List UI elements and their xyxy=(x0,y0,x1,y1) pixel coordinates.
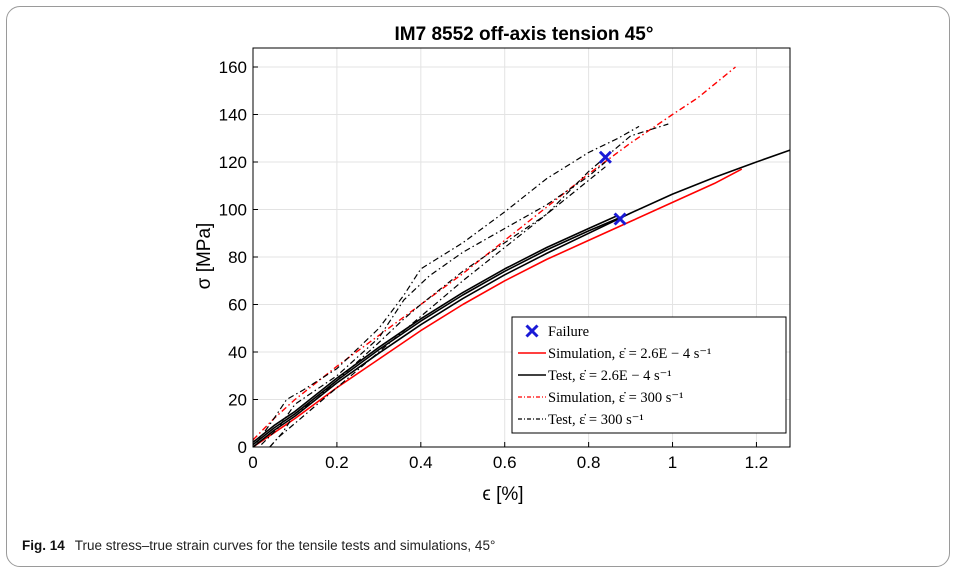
legend-marker-failure xyxy=(525,324,539,338)
legend: Failure Simulation, ε̇ = 2.6E − 4 s⁻¹ Test… xyxy=(511,316,787,434)
series-layer xyxy=(252,66,791,448)
y-tick-label: 80 xyxy=(228,248,247,267)
chart: IM7 8552 off-axis tension 45° 0 0.2 0.4 0.6… xyxy=(194,24,791,505)
y-tick-label: 160 xyxy=(219,58,247,77)
series-line-8 xyxy=(269,166,606,448)
series-line-4 xyxy=(252,66,736,441)
x-axis-label: ϵ [%] xyxy=(482,484,523,505)
chart-title: IM7 8552 off-axis tension 45° xyxy=(395,24,654,45)
series-line-3 xyxy=(252,214,619,443)
x-tick-label: 0.2 xyxy=(325,453,349,472)
legend-entry-0: Failure xyxy=(548,324,589,340)
legend-entry-1: Simulation, ε̇ = 2.6E − 4 s⁻¹ xyxy=(548,346,711,362)
x-tick-label: 0 xyxy=(248,453,257,472)
failure-marker xyxy=(598,150,612,164)
series-line-6 xyxy=(260,161,606,446)
legend-entry-2: Test, ε̇ = 2.6E − 4 s⁻¹ xyxy=(548,368,672,384)
y-tick-label: 20 xyxy=(228,391,247,410)
series-line-1 xyxy=(252,149,791,448)
legend-box xyxy=(511,316,787,434)
legend-entry-4: Test, ε̇ = 300 s⁻¹ xyxy=(548,412,644,428)
x-tick-label: 1 xyxy=(668,453,677,472)
y-tick-label: 0 xyxy=(238,438,247,457)
failure-markers xyxy=(598,150,627,226)
x-tick-label: 0.6 xyxy=(493,453,517,472)
figure-caption: Fig. 14 True stress–true strain curves fo… xyxy=(22,538,495,553)
y-tick-label: 120 xyxy=(219,153,247,172)
y-tick-label: 40 xyxy=(228,343,247,362)
plot-frame xyxy=(252,47,791,448)
y-tick-label: 60 xyxy=(228,296,247,315)
x-tick-label: 0.4 xyxy=(409,453,433,472)
series-line-7 xyxy=(269,123,669,448)
failure-marker xyxy=(613,212,627,226)
series-line-5 xyxy=(256,125,640,443)
y-tick-label: 140 xyxy=(219,106,247,125)
axis-ticks: 0 0.2 0.4 0.6 0.8 1 1.2 0 20 40 60 80 100 120 140 160 xyxy=(219,58,769,472)
series-line-0 xyxy=(252,168,743,448)
legend-entry-3: Simulation, ε̇ = 300 s⁻¹ xyxy=(548,390,683,406)
series-line-2 xyxy=(252,215,623,446)
y-axis-label: σ [MPa] xyxy=(194,223,215,290)
caption-label: Fig. 14 xyxy=(22,538,65,553)
caption-text: True stress–true strain curves for the t… xyxy=(74,538,496,553)
x-tick-label: 0.8 xyxy=(577,453,601,472)
y-tick-label: 100 xyxy=(219,201,247,220)
x-tick-label: 1.2 xyxy=(745,453,769,472)
